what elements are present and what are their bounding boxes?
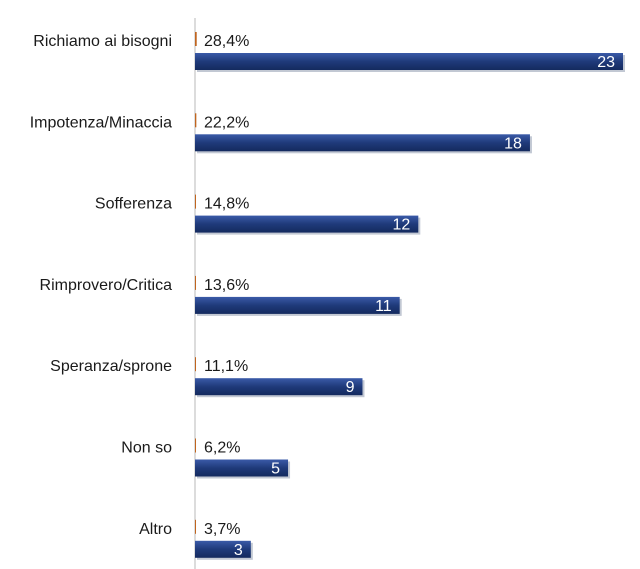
count-bar xyxy=(195,378,363,396)
count-label: 11 xyxy=(375,298,392,315)
category-label: Sofferenza xyxy=(95,196,172,213)
percentage-label: 6,2% xyxy=(204,440,240,457)
bars-layer: Richiamo ai bisogni 28,4% 23 Impotenza/Mina… xyxy=(30,32,625,560)
count-label: 9 xyxy=(346,379,355,396)
count-label: 3 xyxy=(234,542,243,559)
percentage-marker xyxy=(195,519,196,534)
percentage-label: 11,1% xyxy=(204,358,248,375)
count-bar xyxy=(195,540,251,558)
category-label: Altro xyxy=(139,521,172,538)
count-bar xyxy=(195,134,530,152)
percentage-marker xyxy=(195,194,196,209)
category-label: Rimprovero/Critica xyxy=(40,277,173,294)
percentage-marker xyxy=(195,32,197,46)
percentage-marker xyxy=(195,357,196,372)
category-label: Richiamo ai bisogni xyxy=(33,33,172,50)
percentage-marker xyxy=(195,113,197,128)
percentage-marker xyxy=(195,275,196,290)
category-label: Impotenza/Minaccia xyxy=(30,114,172,131)
percentage-label: 14,8% xyxy=(204,196,249,213)
category-label: Non so xyxy=(121,440,172,457)
percentage-label: 22,2% xyxy=(204,114,249,131)
count-bar xyxy=(195,53,623,70)
count-bar xyxy=(195,215,419,233)
count-label: 23 xyxy=(597,54,615,71)
count-label: 18 xyxy=(504,135,522,152)
percentage-label: 28,4% xyxy=(204,33,249,50)
count-label: 12 xyxy=(393,217,411,234)
category-label: Speranza/sprone xyxy=(50,358,172,375)
count-bar xyxy=(195,459,289,477)
percentage-marker xyxy=(195,438,196,453)
count-label: 5 xyxy=(271,461,280,478)
count-bar xyxy=(195,296,400,314)
percentage-label: 13,6% xyxy=(204,277,249,294)
percentage-label: 3,7% xyxy=(204,521,240,538)
